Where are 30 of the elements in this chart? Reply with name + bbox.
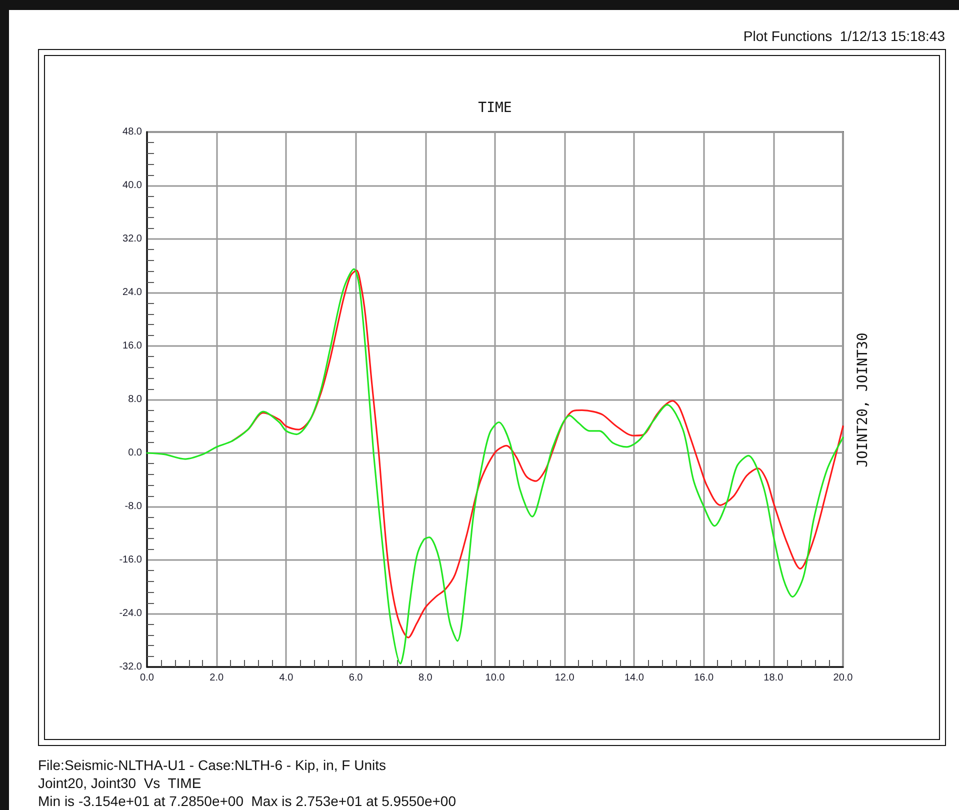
- text: Min is -3.154e+01 at 7.2850e+00 Max is 2.753e+01 at 5.9550e+00: [38, 793, 456, 809]
- x-tick-label: 18.0: [764, 672, 784, 684]
- x-tick-label: 12.0: [554, 672, 575, 684]
- y-tick-label: 24.0: [122, 287, 142, 298]
- text: Plot Functions 1/12/13 15:18:43: [743, 28, 945, 44]
- y-tick-label: 32.0: [122, 234, 142, 244]
- x-tick-label: 8.0: [418, 672, 433, 684]
- y-tick-label: -24.0: [119, 608, 142, 619]
- y-tick-label: -32.0: [119, 662, 142, 672]
- x-tick-label: 10.0: [485, 672, 506, 684]
- y-tick-label: 16.0: [122, 340, 142, 352]
- line-series: [146, 268, 844, 664]
- x-tick-label: 20.0: [833, 672, 854, 684]
- text: File:Seismic-NLTHA-U1 - Case:NLTH-6 - Kip, in, F Units: [38, 757, 387, 773]
- y-tick-label: 48.0: [122, 126, 142, 138]
- x-tick-label: 14.0: [624, 672, 644, 684]
- y-tick-label: -16.0: [119, 554, 142, 566]
- y-axis-title: JOINT20, JOINT30: [855, 332, 871, 467]
- x-tick-label: 2.0: [210, 672, 224, 684]
- text: Joint20, Joint30 Vs TIME: [38, 775, 202, 791]
- x-axis-title: TIME: [478, 100, 512, 116]
- x-tick-label: 0.0: [140, 672, 154, 684]
- y-tick-label: 8.0: [128, 394, 142, 405]
- y-tick-label: -8.0: [124, 501, 142, 512]
- x-tick-label: 4.0: [279, 672, 294, 684]
- line-series: [231, 270, 844, 638]
- x-tick-label: 16.0: [694, 672, 714, 684]
- x-tick-label: 6.0: [348, 672, 364, 684]
- y-tick-label: 40.0: [122, 180, 142, 191]
- y-tick-label: 0.0: [128, 448, 142, 458]
